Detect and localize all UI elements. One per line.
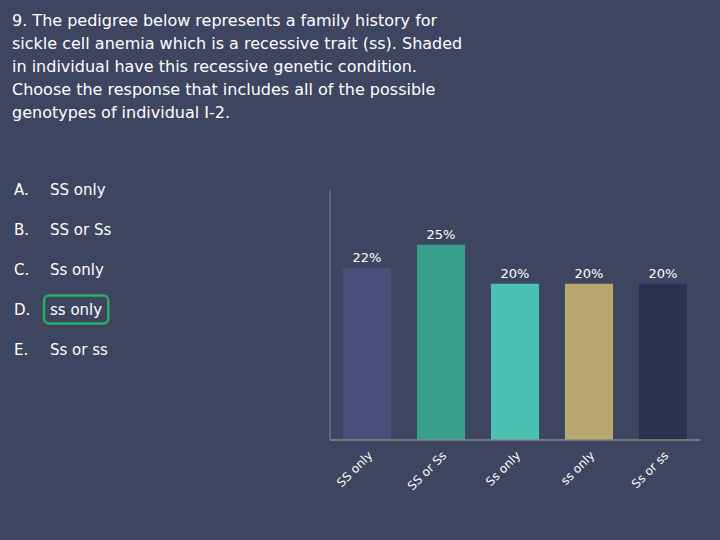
option-label: D. [14,301,30,319]
title: 9. The pedigree below represents a famil… [12,11,462,122]
option-text: ss only [50,301,102,319]
bar [491,284,539,440]
bars [343,245,687,440]
baseline [330,439,700,441]
bar [343,268,391,440]
bar [565,284,613,440]
y-axis-line [330,190,331,440]
option-label: E. [14,341,28,359]
data-label: 22% [353,250,382,265]
option-label: C. [14,261,29,279]
chart: 9. The pedigree below represents a famil… [0,0,720,540]
x-tick-label: SS only [334,448,375,489]
data-label: 20% [501,266,530,281]
option-text: Ss or ss [50,341,108,359]
x-tick-label: Ss or ss [629,448,672,491]
option-text: Ss only [50,261,104,279]
background [0,0,720,540]
bar [417,245,465,440]
data-label: 20% [575,266,604,281]
option-highlight [44,296,108,324]
option-label: A. [14,181,29,199]
data-label: 20% [649,266,678,281]
data-label: 25% [427,227,456,242]
option-label: B. [14,221,29,239]
option-text: SS only [50,181,106,199]
x-tick-label: Ss only [483,448,523,488]
option-text: SS or Ss [50,221,111,239]
bar [639,284,687,440]
x-tick-label: ss only [558,448,597,487]
x-tick-label: SS or Ss [405,448,450,493]
